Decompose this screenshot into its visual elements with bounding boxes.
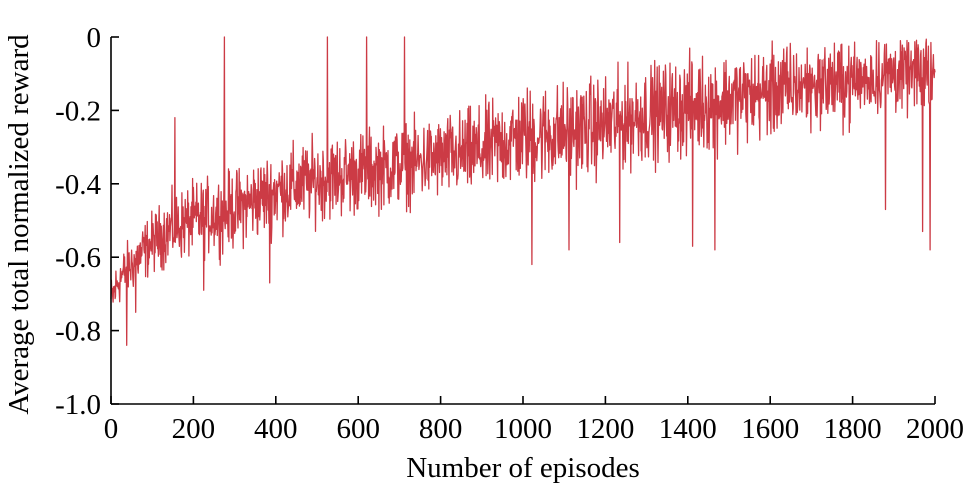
x-tick-label: 1600 — [741, 413, 799, 445]
x-tick-label: 1800 — [824, 413, 882, 445]
y-tick-label: -0.4 — [55, 169, 101, 201]
axes — [110, 36, 936, 405]
y-axis-title: Average total normalized reward — [3, 34, 35, 415]
x-tick-label: 1400 — [659, 413, 717, 445]
x-tick-label: 1200 — [576, 413, 634, 445]
y-tick-label: 0 — [87, 22, 102, 54]
y-tick-label: -1.0 — [55, 389, 101, 421]
y-tick-label: -0.6 — [55, 242, 101, 274]
x-axis-title: Number of episodes — [406, 452, 640, 484]
series-layer — [110, 36, 936, 346]
x-tick-label: 1000 — [494, 413, 552, 445]
y-tick-label: -0.2 — [55, 95, 101, 127]
x-tick-label: 200 — [172, 413, 216, 445]
x-tick-label: 800 — [419, 413, 463, 445]
x-tick-label: 2000 — [906, 413, 964, 445]
x-tick-label: 400 — [254, 413, 298, 445]
tick-labels: 0 200 400 600 800 1000 1200 1400 1600 1800 2000 0 -0… — [55, 22, 964, 445]
x-tick-label: 0 — [104, 413, 119, 445]
y-tick-label: -0.8 — [55, 316, 101, 348]
x-tick-label: 600 — [336, 413, 380, 445]
series-line-0 — [110, 36, 936, 346]
